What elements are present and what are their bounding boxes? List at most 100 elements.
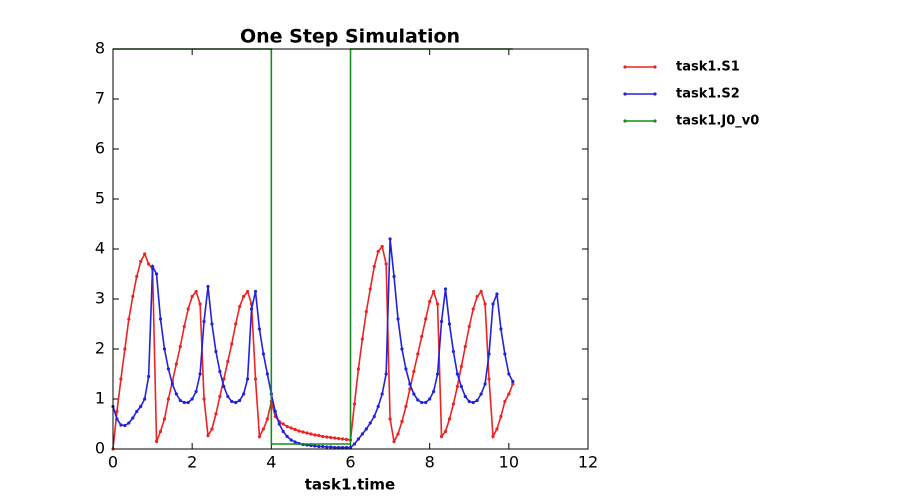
legend-label: task1.S2 bbox=[676, 87, 740, 102]
point bbox=[253, 289, 258, 294]
point bbox=[230, 399, 234, 404]
point bbox=[206, 284, 210, 289]
point bbox=[281, 422, 285, 426]
point bbox=[214, 412, 218, 416]
point bbox=[115, 417, 119, 421]
point bbox=[119, 377, 123, 381]
point bbox=[289, 426, 293, 430]
point bbox=[194, 289, 198, 294]
x-tick-label: 10 bbox=[499, 453, 519, 472]
point bbox=[131, 416, 135, 420]
point bbox=[293, 440, 297, 444]
point bbox=[459, 364, 463, 369]
point bbox=[226, 359, 230, 364]
point bbox=[416, 398, 420, 402]
point bbox=[206, 433, 210, 438]
y-tick-label: 7 bbox=[95, 89, 105, 108]
point bbox=[507, 392, 511, 396]
point bbox=[404, 367, 408, 371]
point bbox=[435, 372, 440, 376]
point bbox=[119, 423, 123, 427]
point bbox=[340, 437, 345, 441]
series-line bbox=[112, 244, 514, 450]
point bbox=[147, 262, 151, 266]
plot-frame bbox=[112, 48, 589, 450]
point bbox=[158, 429, 163, 434]
point bbox=[202, 397, 206, 401]
x-tick-label: 2 bbox=[187, 453, 197, 472]
legend-marker bbox=[623, 92, 627, 96]
point bbox=[198, 372, 202, 376]
legend-marker bbox=[623, 119, 627, 123]
point bbox=[127, 421, 131, 425]
point bbox=[143, 252, 147, 256]
point bbox=[147, 374, 151, 379]
point bbox=[218, 394, 222, 399]
legend-marker bbox=[653, 119, 657, 123]
point bbox=[368, 287, 372, 291]
point bbox=[123, 423, 127, 428]
point bbox=[432, 389, 436, 394]
point bbox=[424, 317, 428, 321]
point bbox=[376, 249, 380, 254]
point bbox=[396, 317, 400, 321]
point bbox=[372, 264, 376, 269]
point bbox=[329, 445, 333, 449]
point bbox=[333, 436, 337, 440]
point bbox=[321, 444, 325, 449]
point bbox=[293, 427, 297, 432]
point bbox=[202, 319, 206, 324]
point bbox=[317, 444, 321, 449]
point bbox=[166, 397, 171, 401]
point bbox=[333, 445, 337, 450]
point bbox=[408, 387, 412, 391]
x-tick-label: 0 bbox=[108, 453, 118, 472]
point bbox=[245, 289, 250, 294]
point bbox=[325, 435, 329, 439]
point bbox=[475, 294, 479, 299]
point bbox=[447, 322, 452, 326]
point bbox=[139, 259, 143, 264]
point bbox=[412, 369, 416, 374]
point bbox=[238, 304, 242, 309]
chart-title: One Step Simulation bbox=[240, 26, 460, 48]
point bbox=[428, 299, 432, 304]
point bbox=[150, 264, 155, 269]
x-tick-label: 12 bbox=[578, 453, 598, 472]
point bbox=[186, 400, 190, 405]
point bbox=[178, 398, 182, 403]
point bbox=[491, 302, 495, 306]
point bbox=[313, 444, 317, 448]
point bbox=[451, 349, 456, 354]
legend-label: task1.S1 bbox=[676, 60, 740, 75]
point bbox=[115, 409, 119, 414]
point bbox=[337, 436, 341, 441]
point bbox=[325, 445, 329, 449]
point bbox=[281, 429, 285, 434]
point bbox=[487, 352, 491, 356]
point bbox=[384, 372, 388, 376]
point bbox=[463, 344, 467, 349]
point bbox=[360, 337, 364, 341]
point bbox=[178, 344, 182, 349]
point bbox=[356, 367, 361, 371]
point bbox=[455, 384, 459, 389]
point bbox=[412, 392, 416, 396]
point bbox=[234, 400, 238, 405]
point bbox=[384, 262, 388, 266]
point bbox=[194, 389, 198, 394]
point bbox=[190, 397, 194, 401]
point bbox=[400, 347, 404, 351]
point bbox=[226, 394, 230, 399]
point bbox=[198, 302, 202, 306]
point bbox=[218, 369, 222, 374]
legend-marker bbox=[653, 65, 657, 69]
point bbox=[408, 382, 412, 386]
point bbox=[340, 445, 345, 450]
point bbox=[285, 434, 289, 439]
point bbox=[495, 427, 499, 431]
point bbox=[420, 400, 424, 405]
point bbox=[289, 438, 293, 442]
